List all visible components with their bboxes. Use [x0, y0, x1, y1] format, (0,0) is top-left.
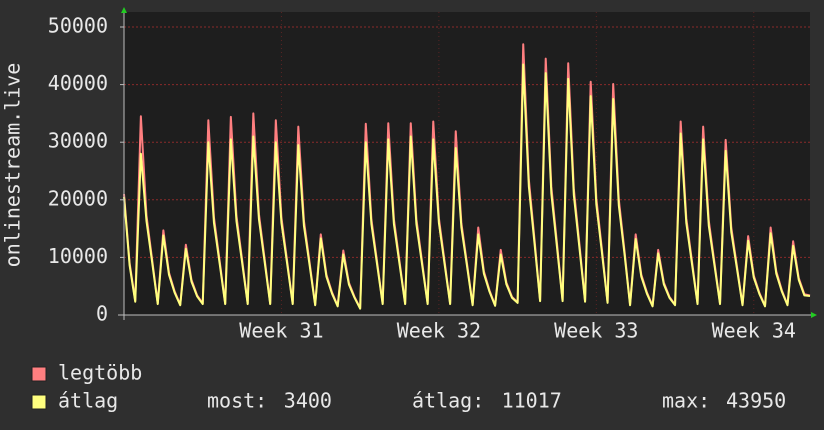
legend: legtöbb átlag most: 3400 átlag: 11017 max: 4395… — [31, 361, 786, 413]
data-lines — [123, 43, 811, 310]
y-tick-label: 40000 — [48, 71, 108, 95]
series-line — [123, 63, 811, 310]
x-tick-label: Week 32 — [397, 319, 481, 343]
y-tick-label: 50000 — [48, 14, 108, 38]
stat-label: max: — [662, 389, 710, 413]
legend-label: átlag — [58, 389, 118, 413]
y-axis-arrow — [121, 7, 127, 13]
stat-value: 43950 — [726, 389, 786, 413]
x-tick-label: Week 31 — [239, 319, 323, 343]
legend-swatch — [31, 366, 47, 382]
x-axis-arrow — [811, 312, 817, 318]
x-tick-label: Week 34 — [712, 319, 796, 343]
x-tick-label: Week 33 — [554, 319, 638, 343]
legend-label: legtöbb — [58, 361, 142, 385]
grid — [124, 12, 810, 316]
stat-label: átlag: — [412, 389, 484, 413]
y-tick-label: 20000 — [48, 186, 108, 210]
stat-value: 3400 — [284, 389, 332, 413]
y-tick-label: 0 — [96, 302, 108, 326]
stat-label: most: — [207, 389, 267, 413]
y-tick-label: 30000 — [48, 129, 108, 153]
y-tick-label: 10000 — [48, 244, 108, 268]
y-axis-title: onlinestream.live — [1, 63, 25, 268]
stat-value: 11017 — [502, 389, 562, 413]
legend-swatch — [31, 394, 47, 410]
